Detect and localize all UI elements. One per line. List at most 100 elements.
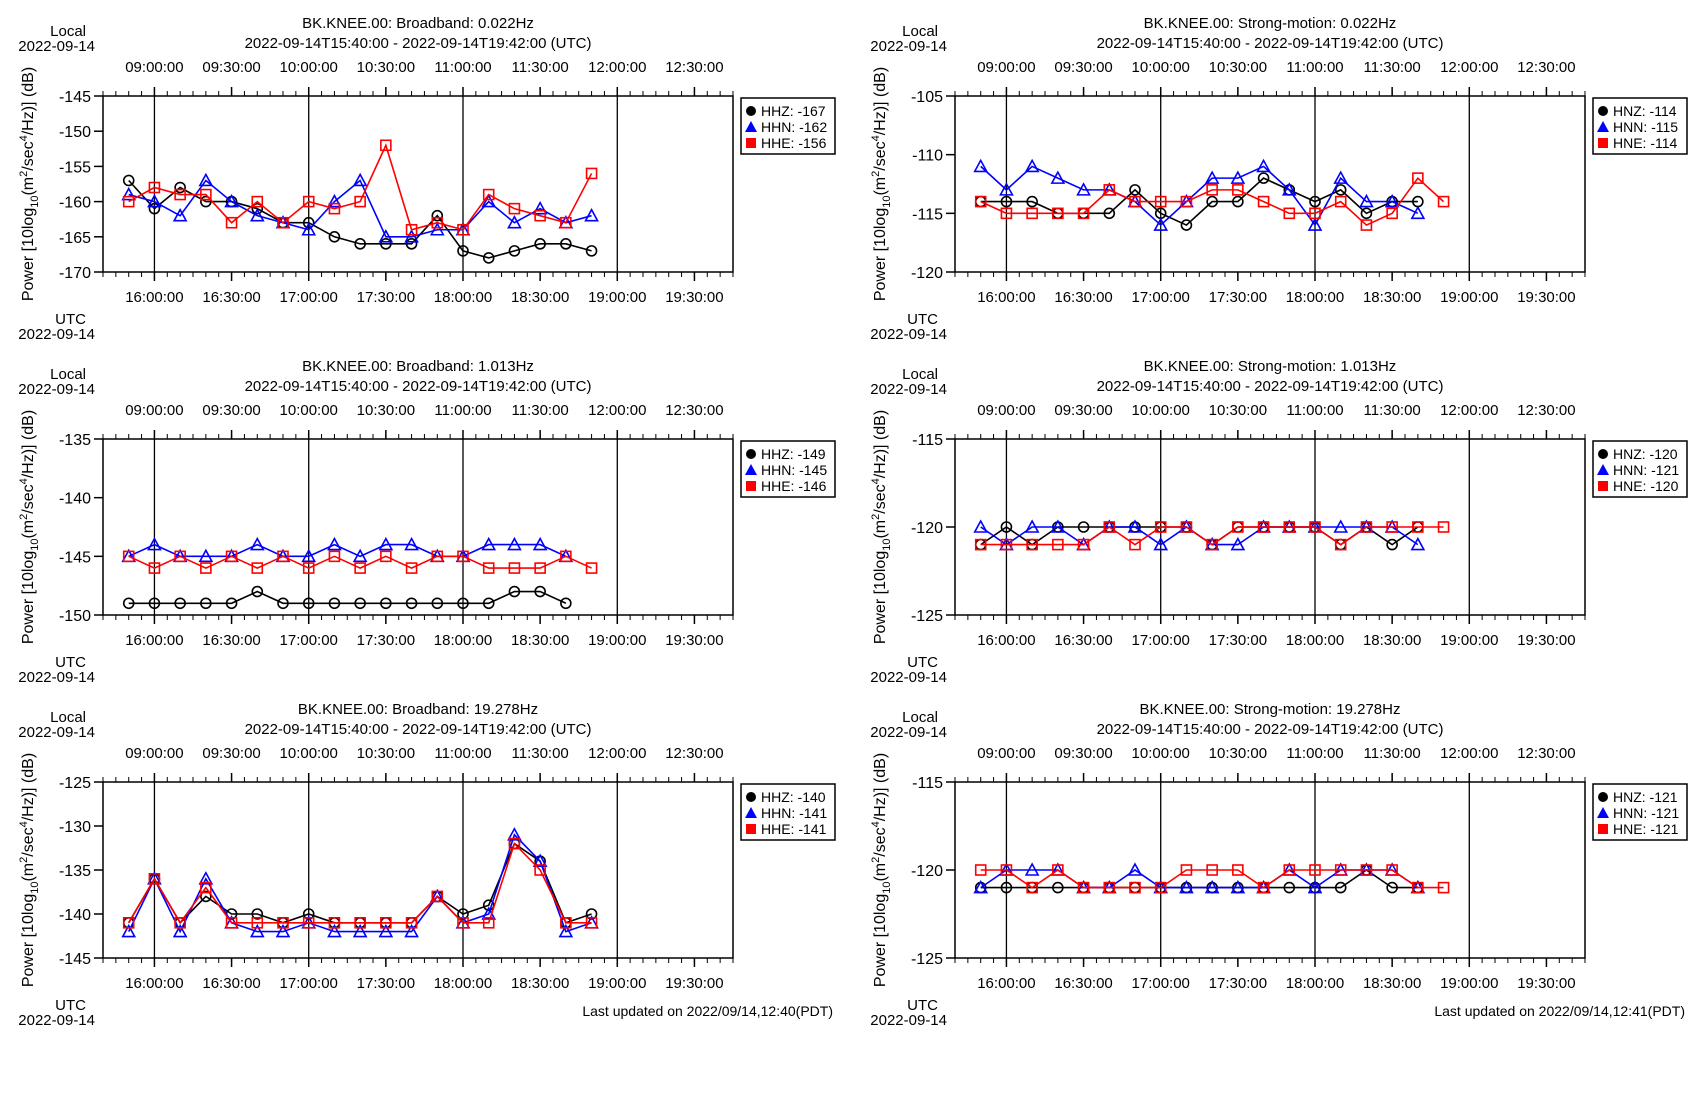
data-point-hne <box>1129 538 1141 551</box>
data-point-hne <box>1129 881 1141 894</box>
utc-tick-label: 19:30:00 <box>665 289 723 306</box>
local-tick-label: 10:30:00 <box>357 745 415 762</box>
data-point-hhe <box>277 550 289 563</box>
data-point-hnz <box>1283 881 1296 894</box>
ylabel-part: (m <box>872 520 889 539</box>
data-point-hhz <box>534 238 546 250</box>
utc-label: UTC <box>55 997 86 1014</box>
data-point-hhn <box>378 229 394 243</box>
ylabel-sup: 2 <box>18 514 30 520</box>
footer-left: Last updated on 2022/09/14,12:40(PDT) <box>582 1003 833 1019</box>
data-point-hnz <box>1000 195 1013 208</box>
data-point-hne <box>1412 881 1424 894</box>
utc-tick-label: 19:30:00 <box>1517 632 1575 649</box>
local-tick-label: 10:30:00 <box>357 402 415 419</box>
utc-tick-label: 17:30:00 <box>357 632 415 649</box>
data-point-hhe <box>405 916 418 929</box>
local-label: Local <box>50 23 86 40</box>
data-point-hnn <box>1307 879 1323 894</box>
data-point-hhn <box>198 871 214 885</box>
ylabel-sup: 2 <box>870 857 882 863</box>
data-point-hnn <box>1179 879 1194 894</box>
data-point-hhz <box>174 597 186 610</box>
chart-title: BK.KNEE.00: Strong-motion: 1.013Hz <box>1144 358 1397 375</box>
data-point-hnn <box>1384 193 1400 208</box>
legend-entry: HHE: -156 <box>761 135 827 151</box>
data-point-hnz <box>1000 521 1013 533</box>
utc-tick-label: 19:30:00 <box>1517 975 1575 992</box>
data-point-hnz <box>1052 881 1064 894</box>
data-point-hhn <box>378 536 394 551</box>
data-point-hnz <box>1386 538 1398 551</box>
ylabel-part: Power [10log <box>20 208 37 301</box>
data-point-hhe <box>200 562 212 574</box>
data-point-hhz <box>508 245 521 257</box>
data-point-hnn <box>1230 879 1246 894</box>
utc-date: 2022-09-14 <box>870 326 947 343</box>
data-point-hnn <box>973 519 989 533</box>
data-point-hne <box>1103 881 1116 894</box>
data-point-hhe <box>277 916 289 929</box>
y-axis-label: Power [10log10(m2/sec4/Hz)] (dB) <box>870 410 893 644</box>
data-point-hhe <box>251 562 264 574</box>
ylabel-sup: 4 <box>18 821 30 827</box>
utc-tick-label: 17:30:00 <box>357 975 415 992</box>
data-point-hnn <box>1333 170 1349 184</box>
chart-panel-2: BK.KNEE.00: Broadband: 1.013Hz 2022-09-14… <box>18 358 836 686</box>
legend-entry: HNZ: -121 <box>1613 789 1678 805</box>
data-point-hnn <box>1024 519 1040 533</box>
data-point-hhe <box>457 916 469 929</box>
data-point-hhn <box>198 172 214 187</box>
utc-tick-label: 16:30:00 <box>1054 632 1112 649</box>
data-point-hnn <box>1050 170 1066 184</box>
data-point-hnn <box>1333 519 1349 533</box>
legend-entry: HNE: -114 <box>1613 135 1678 151</box>
legend-box <box>1592 97 1688 155</box>
local-tick-label: 09:30:00 <box>1054 745 1112 762</box>
utc-tick-label: 19:00:00 <box>588 632 646 649</box>
data-point-hhe <box>431 890 444 903</box>
data-point-hne <box>1412 172 1424 184</box>
data-point-hnn <box>1230 536 1246 551</box>
utc-tick-label: 17:00:00 <box>280 975 338 992</box>
local-tick-label: 12:30:00 <box>665 745 723 762</box>
data-point-hne <box>1386 864 1398 876</box>
data-point-hnz <box>1334 881 1347 894</box>
legend-marker-hhz <box>746 449 756 459</box>
utc-tick-label: 16:00:00 <box>125 289 183 306</box>
data-point-hne <box>1334 195 1347 208</box>
utc-tick-label: 16:00:00 <box>977 289 1035 306</box>
utc-date: 2022-09-14 <box>870 669 947 686</box>
utc-tick-label: 18:00:00 <box>434 632 492 649</box>
local-date: 2022-09-14 <box>18 724 95 741</box>
ylabel-part: /sec <box>872 484 889 513</box>
data-point-hnz <box>1360 207 1373 220</box>
local-tick-label: 10:30:00 <box>1209 59 1267 76</box>
local-tick-label: 09:30:00 <box>1054 59 1112 76</box>
data-point-hne <box>1283 207 1296 220</box>
data-point-hhz <box>251 202 264 215</box>
data-point-hnn <box>1204 879 1220 894</box>
data-point-hnz <box>1077 521 1090 533</box>
data-point-hnn <box>1024 862 1040 876</box>
y-tick-label: -120 <box>911 863 943 880</box>
data-point-hhz <box>200 597 212 610</box>
legend-box <box>1592 440 1688 498</box>
local-tick-label: 09:00:00 <box>125 402 183 419</box>
data-point-hne <box>1180 521 1193 533</box>
data-point-hhe <box>534 864 546 876</box>
legend-marker-hnn <box>1597 807 1609 818</box>
y-tick-label: -125 <box>911 951 943 968</box>
data-point-hhn <box>481 536 497 551</box>
data-point-hhe <box>380 550 392 563</box>
data-point-hhn <box>172 923 188 938</box>
chart-title: BK.KNEE.00: Strong-motion: 19.278Hz <box>1140 701 1401 718</box>
data-point-hhn <box>301 548 317 563</box>
data-point-hhe <box>457 550 469 563</box>
data-point-hhz <box>225 597 238 610</box>
data-point-hhe <box>354 562 366 574</box>
utc-label: UTC <box>907 654 938 671</box>
data-point-hhn <box>327 193 342 208</box>
data-point-hhn <box>352 548 368 563</box>
legend-entry: HHE: -146 <box>761 478 827 494</box>
